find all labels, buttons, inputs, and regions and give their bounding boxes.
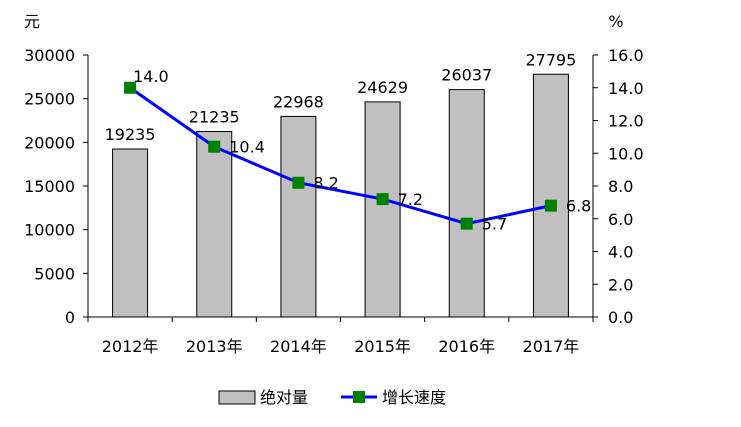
left-tick-label: 0 — [65, 308, 75, 327]
left-tick-label: 25000 — [24, 90, 75, 109]
left-tick-label: 30000 — [24, 46, 75, 65]
bar — [280, 115, 317, 318]
x-tick-label: 2014年 — [270, 337, 327, 356]
bar-value-label: 21235 — [189, 108, 240, 127]
bar — [112, 148, 149, 318]
bar-value-label: 27795 — [525, 50, 576, 69]
growth-rate-label: 14.0 — [133, 67, 169, 86]
left-axis-unit: 元 — [24, 12, 40, 31]
legend: 绝对量 增长速度 — [218, 388, 446, 407]
bar-value-label: 24629 — [357, 78, 408, 97]
growth-rate-line — [129, 86, 552, 226]
growth-rate-label: 7.2 — [398, 190, 423, 209]
bar-value-label: 22968 — [273, 92, 324, 111]
right-tick-label: 0.0 — [608, 308, 633, 327]
x-tick-label: 2013年 — [186, 337, 243, 356]
x-tick-label: 2017年 — [523, 337, 580, 356]
growth-rate-marker — [292, 176, 305, 189]
bar — [196, 131, 233, 318]
growth-rate-marker — [460, 217, 473, 230]
left-tick-label: 5000 — [34, 264, 75, 283]
legend-swatch-marker — [353, 391, 365, 403]
growth-rate-label: 10.4 — [229, 138, 265, 157]
right-tick-label: 4.0 — [608, 243, 633, 262]
left-tick-label: 15000 — [24, 177, 75, 196]
growth-rate-label: 8.2 — [313, 174, 338, 193]
growth-rate-label: 6.8 — [566, 197, 591, 216]
legend-label-line: 增长速度 — [382, 388, 446, 407]
bar-value-label: 19235 — [105, 125, 156, 144]
growth-rate-marker — [376, 193, 389, 206]
right-tick-label: 12.0 — [608, 112, 644, 131]
growth-rate-label: 5.7 — [482, 215, 507, 234]
x-tick-label: 2012年 — [102, 337, 159, 356]
growth-rate-marker — [544, 199, 557, 212]
right-tick-label: 16.0 — [608, 46, 644, 65]
right-tick-label: 10.0 — [608, 144, 644, 163]
bar-value-label: 26037 — [441, 66, 492, 85]
left-tick-label: 10000 — [24, 221, 75, 240]
right-tick-label: 2.0 — [608, 275, 633, 294]
growth-rate-marker — [124, 81, 137, 94]
x-tick-label: 2016年 — [438, 337, 495, 356]
x-tick-label: 2015年 — [354, 337, 411, 356]
bar — [448, 89, 485, 318]
right-axis-unit: % — [608, 12, 623, 31]
right-tick-label: 6.0 — [608, 210, 633, 229]
bar — [364, 101, 401, 318]
legend-label-bar: 绝对量 — [260, 388, 308, 407]
legend-swatch-bar — [218, 390, 256, 405]
right-tick-label: 8.0 — [608, 177, 633, 196]
bar — [532, 73, 569, 318]
right-tick-label: 14.0 — [608, 79, 644, 98]
left-tick-label: 20000 — [24, 133, 75, 152]
growth-rate-marker — [208, 140, 221, 153]
